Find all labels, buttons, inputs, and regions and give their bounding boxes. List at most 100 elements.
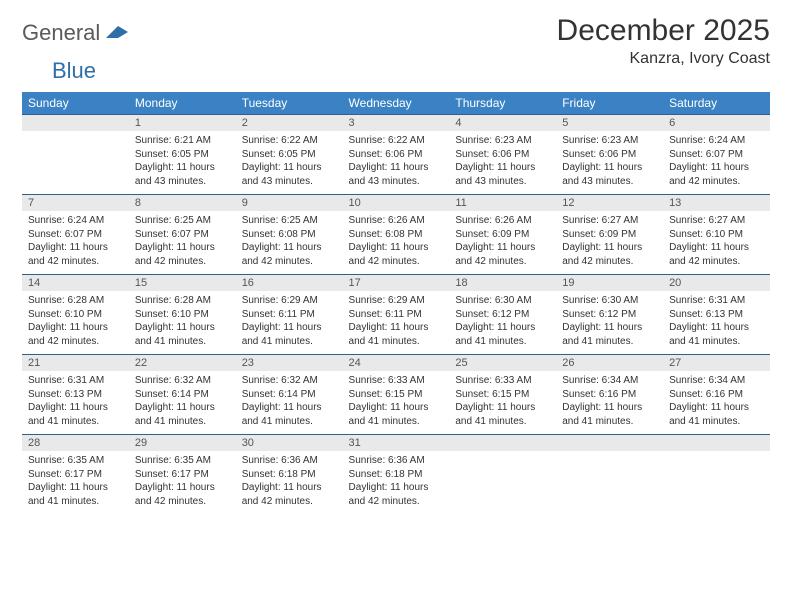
day-details-cell: Sunrise: 6:25 AMSunset: 6:07 PMDaylight:… <box>129 211 236 275</box>
daylight-line: Daylight: 11 hours and 42 minutes. <box>28 321 123 348</box>
details-row: Sunrise: 6:35 AMSunset: 6:17 PMDaylight:… <box>22 451 770 514</box>
day-number-cell: 8 <box>129 195 236 212</box>
sunrise-line: Sunrise: 6:36 AM <box>349 454 444 468</box>
day-number-cell: 2 <box>236 115 343 132</box>
day-number-cell: 30 <box>236 435 343 452</box>
day-details-cell: Sunrise: 6:22 AMSunset: 6:05 PMDaylight:… <box>236 131 343 195</box>
daylight-line: Daylight: 11 hours and 41 minutes. <box>455 401 550 428</box>
daylight-line: Daylight: 11 hours and 41 minutes. <box>349 401 444 428</box>
sunset-line: Sunset: 6:10 PM <box>135 308 230 322</box>
logo-mark-icon <box>106 22 128 45</box>
calendar-table: Sunday Monday Tuesday Wednesday Thursday… <box>22 92 770 514</box>
sunrise-line: Sunrise: 6:23 AM <box>562 134 657 148</box>
sunset-line: Sunset: 6:13 PM <box>28 388 123 402</box>
day-number-cell: 28 <box>22 435 129 452</box>
sunrise-line: Sunrise: 6:36 AM <box>242 454 337 468</box>
daylight-line: Daylight: 11 hours and 43 minutes. <box>242 161 337 188</box>
day-number-cell: 27 <box>663 355 770 372</box>
sunrise-line: Sunrise: 6:33 AM <box>455 374 550 388</box>
day-number-cell: 4 <box>449 115 556 132</box>
logo-text-blue: Blue <box>52 58 96 83</box>
day-number-cell: 7 <box>22 195 129 212</box>
details-row: Sunrise: 6:21 AMSunset: 6:05 PMDaylight:… <box>22 131 770 195</box>
day-details-cell: Sunrise: 6:32 AMSunset: 6:14 PMDaylight:… <box>129 371 236 435</box>
daylight-line: Daylight: 11 hours and 42 minutes. <box>349 481 444 508</box>
daylight-line: Daylight: 11 hours and 42 minutes. <box>669 241 764 268</box>
daylight-line: Daylight: 11 hours and 42 minutes. <box>669 161 764 188</box>
day-details-cell: Sunrise: 6:27 AMSunset: 6:09 PMDaylight:… <box>556 211 663 275</box>
sunset-line: Sunset: 6:15 PM <box>349 388 444 402</box>
day-details-cell <box>663 451 770 514</box>
weekday-header: Saturday <box>663 92 770 115</box>
day-number-cell: 13 <box>663 195 770 212</box>
title-block: December 2025 Kanzra, Ivory Coast <box>557 14 770 68</box>
sunrise-line: Sunrise: 6:27 AM <box>669 214 764 228</box>
daylight-line: Daylight: 11 hours and 41 minutes. <box>349 321 444 348</box>
page-title: December 2025 <box>557 14 770 48</box>
day-number-cell: 11 <box>449 195 556 212</box>
weekday-header: Tuesday <box>236 92 343 115</box>
day-number-cell: 9 <box>236 195 343 212</box>
day-number-cell: 17 <box>343 275 450 292</box>
daylight-line: Daylight: 11 hours and 41 minutes. <box>562 321 657 348</box>
sunset-line: Sunset: 6:08 PM <box>349 228 444 242</box>
sunrise-line: Sunrise: 6:29 AM <box>349 294 444 308</box>
day-details-cell: Sunrise: 6:30 AMSunset: 6:12 PMDaylight:… <box>449 291 556 355</box>
sunset-line: Sunset: 6:08 PM <box>242 228 337 242</box>
weekday-header: Friday <box>556 92 663 115</box>
day-number-cell: 10 <box>343 195 450 212</box>
day-number-cell: 29 <box>129 435 236 452</box>
daylight-line: Daylight: 11 hours and 43 minutes. <box>135 161 230 188</box>
day-number-cell: 19 <box>556 275 663 292</box>
daylight-line: Daylight: 11 hours and 42 minutes. <box>562 241 657 268</box>
sunset-line: Sunset: 6:13 PM <box>669 308 764 322</box>
sunrise-line: Sunrise: 6:29 AM <box>242 294 337 308</box>
sunrise-line: Sunrise: 6:31 AM <box>28 374 123 388</box>
day-number-cell: 22 <box>129 355 236 372</box>
weekday-header: Thursday <box>449 92 556 115</box>
daylight-line: Daylight: 11 hours and 41 minutes. <box>28 481 123 508</box>
sunset-line: Sunset: 6:09 PM <box>562 228 657 242</box>
day-details-cell: Sunrise: 6:29 AMSunset: 6:11 PMDaylight:… <box>343 291 450 355</box>
sunrise-line: Sunrise: 6:30 AM <box>562 294 657 308</box>
sunrise-line: Sunrise: 6:30 AM <box>455 294 550 308</box>
sunset-line: Sunset: 6:05 PM <box>135 148 230 162</box>
details-row: Sunrise: 6:28 AMSunset: 6:10 PMDaylight:… <box>22 291 770 355</box>
day-number-cell <box>556 435 663 452</box>
header: General December 2025 Kanzra, Ivory Coas… <box>22 14 770 68</box>
day-details-cell: Sunrise: 6:36 AMSunset: 6:18 PMDaylight:… <box>236 451 343 514</box>
sunset-line: Sunset: 6:18 PM <box>349 468 444 482</box>
day-number-cell: 15 <box>129 275 236 292</box>
day-number-cell <box>22 115 129 132</box>
sunrise-line: Sunrise: 6:26 AM <box>349 214 444 228</box>
sunset-line: Sunset: 6:12 PM <box>562 308 657 322</box>
sunset-line: Sunset: 6:12 PM <box>455 308 550 322</box>
sunset-line: Sunset: 6:11 PM <box>349 308 444 322</box>
sunset-line: Sunset: 6:16 PM <box>562 388 657 402</box>
sunrise-line: Sunrise: 6:27 AM <box>562 214 657 228</box>
sunset-line: Sunset: 6:07 PM <box>669 148 764 162</box>
day-number-cell <box>663 435 770 452</box>
daylight-line: Daylight: 11 hours and 42 minutes. <box>242 481 337 508</box>
daylight-line: Daylight: 11 hours and 43 minutes. <box>349 161 444 188</box>
daylight-line: Daylight: 11 hours and 42 minutes. <box>135 481 230 508</box>
sunset-line: Sunset: 6:10 PM <box>669 228 764 242</box>
sunrise-line: Sunrise: 6:35 AM <box>28 454 123 468</box>
sunset-line: Sunset: 6:16 PM <box>669 388 764 402</box>
day-number-cell <box>449 435 556 452</box>
location-label: Kanzra, Ivory Coast <box>557 50 770 68</box>
day-details-cell: Sunrise: 6:23 AMSunset: 6:06 PMDaylight:… <box>556 131 663 195</box>
sunrise-line: Sunrise: 6:33 AM <box>349 374 444 388</box>
sunrise-line: Sunrise: 6:32 AM <box>135 374 230 388</box>
day-number-cell: 12 <box>556 195 663 212</box>
day-details-cell: Sunrise: 6:33 AMSunset: 6:15 PMDaylight:… <box>343 371 450 435</box>
daynum-row: 123456 <box>22 115 770 132</box>
daylight-line: Daylight: 11 hours and 41 minutes. <box>242 401 337 428</box>
weekday-header-row: Sunday Monday Tuesday Wednesday Thursday… <box>22 92 770 115</box>
daynum-row: 78910111213 <box>22 195 770 212</box>
daylight-line: Daylight: 11 hours and 41 minutes. <box>135 401 230 428</box>
weekday-header: Wednesday <box>343 92 450 115</box>
sunset-line: Sunset: 6:18 PM <box>242 468 337 482</box>
day-details-cell: Sunrise: 6:26 AMSunset: 6:09 PMDaylight:… <box>449 211 556 275</box>
daynum-row: 28293031 <box>22 435 770 452</box>
